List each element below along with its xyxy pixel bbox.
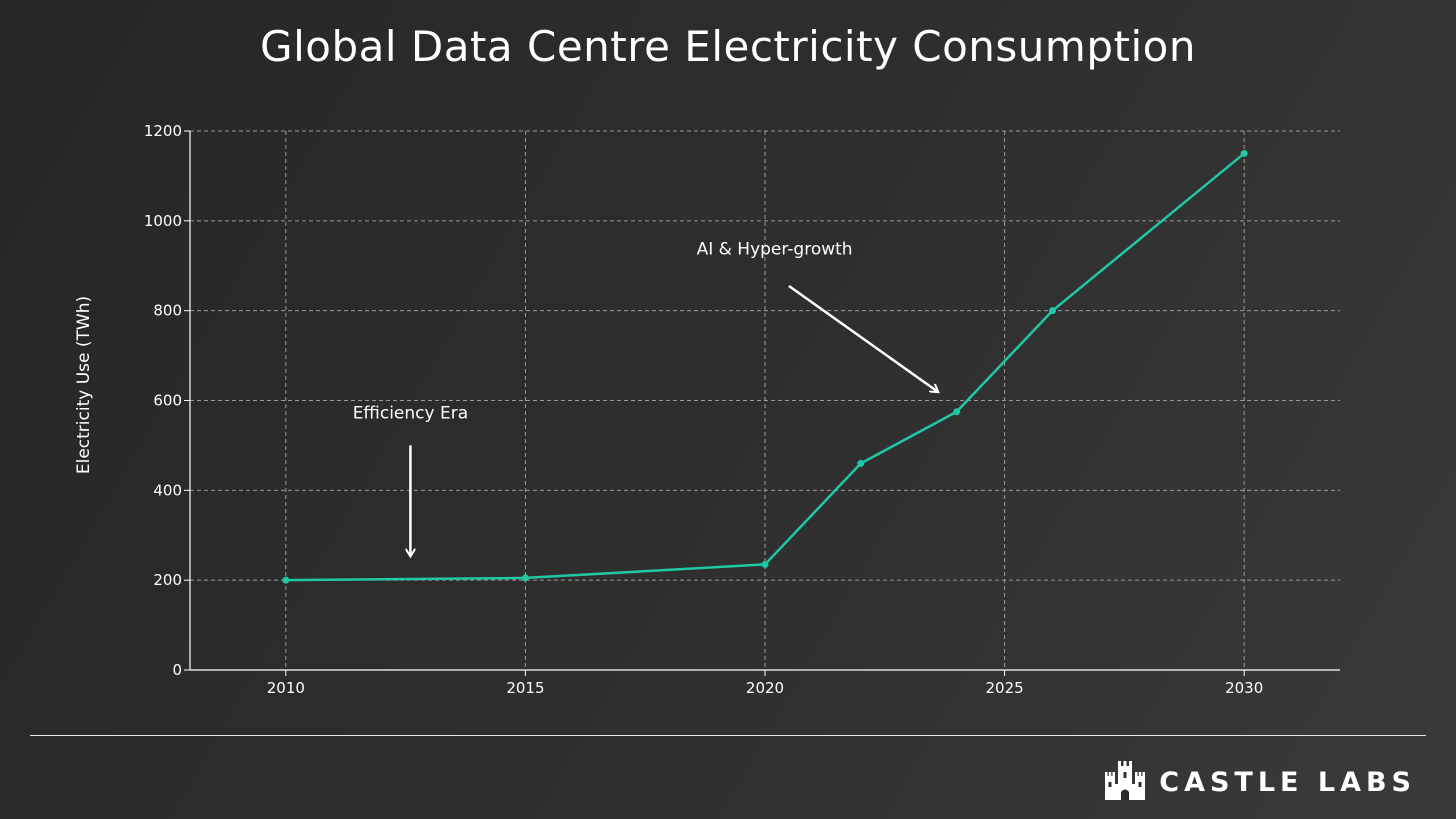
y-tick-label: 1000	[144, 212, 182, 230]
annotation-label: AI & Hyper-growth	[697, 240, 853, 260]
data-point	[1049, 307, 1056, 315]
data-point	[1240, 149, 1248, 157]
x-tick-label: 2030	[1225, 679, 1263, 697]
data-point	[282, 576, 290, 584]
y-tick-label: 200	[153, 571, 182, 589]
x-tick-label: 2025	[985, 679, 1023, 697]
x-tick-label: 2010	[267, 679, 305, 697]
data-point	[521, 574, 529, 582]
data-point	[761, 560, 769, 568]
footer-divider	[30, 735, 1426, 736]
castle-icon	[1103, 758, 1147, 806]
data-point	[857, 459, 865, 467]
annotation-label: Efficiency Era	[353, 403, 468, 423]
data-point	[953, 408, 961, 416]
line-chart: 0 200 400 600 800 1000 1200 2010 2015 2020 2025 203…	[74, 122, 1340, 697]
y-tick-label: 1200	[144, 122, 182, 140]
y-tick-label: 400	[153, 481, 182, 499]
brand-logo: CASTLE LABS	[1103, 758, 1416, 806]
y-tick-label: 800	[153, 302, 182, 320]
y-tick-label: 600	[153, 392, 182, 410]
brand-name: CASTLE LABS	[1159, 766, 1416, 798]
y-axis-label: Electricity Use (TWh)	[74, 296, 94, 474]
x-tick-label: 2015	[506, 679, 544, 697]
chart-title: Global Data Centre Electricity Consumpti…	[260, 22, 1196, 71]
y-tick-label: 0	[172, 661, 182, 679]
annotation-arrow	[788, 284, 938, 392]
x-tick-label: 2020	[746, 679, 784, 697]
